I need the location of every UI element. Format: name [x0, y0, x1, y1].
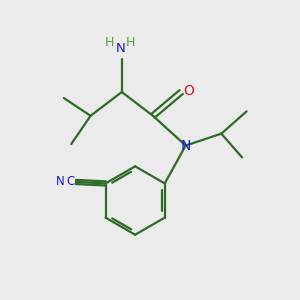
Text: N: N	[181, 139, 191, 152]
Text: N: N	[116, 42, 125, 55]
Text: N: N	[56, 176, 65, 188]
Text: H: H	[126, 37, 135, 50]
Text: H: H	[105, 37, 114, 50]
Text: C: C	[66, 176, 75, 188]
Text: O: O	[183, 84, 194, 98]
